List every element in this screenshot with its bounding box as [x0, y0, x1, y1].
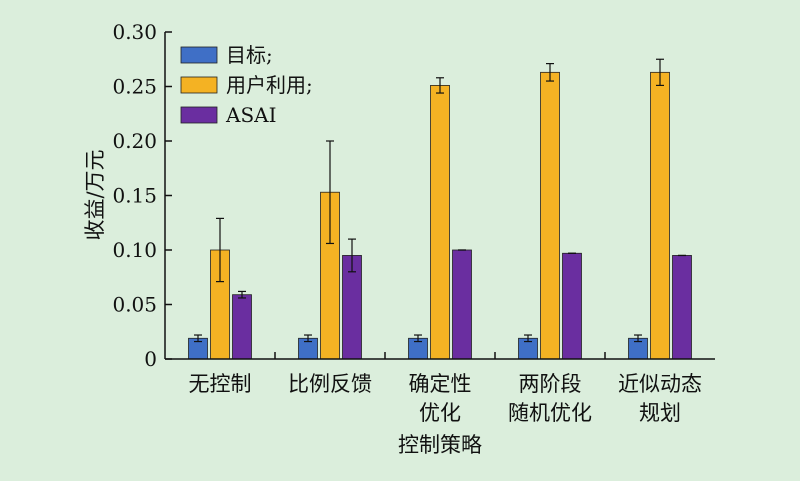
- bar: [430, 85, 450, 360]
- x-axis-label: 控制策略: [398, 433, 482, 457]
- y-tick-label: 0.05: [112, 293, 157, 317]
- legend-swatch: [180, 106, 218, 124]
- bar: [452, 249, 472, 360]
- x-tick-label: 随机优化: [508, 401, 592, 425]
- legend-swatch: [180, 46, 218, 64]
- y-tick-label: 0.25: [112, 75, 157, 99]
- legend-label: 用户利用;: [226, 73, 313, 97]
- legend-label: 目标;: [226, 43, 273, 67]
- y-tick-label: 0.15: [112, 184, 157, 208]
- bar: [562, 252, 582, 360]
- bar: [540, 71, 560, 360]
- bar: [672, 255, 692, 360]
- x-tick-label: 无控制: [189, 372, 252, 396]
- bar: [650, 71, 670, 360]
- x-tick-label: 规划: [639, 401, 681, 425]
- x-tick-label: 近似动态: [618, 372, 702, 396]
- x-tick-label: 确定性: [409, 372, 472, 396]
- y-tick-label: 0.20: [112, 129, 157, 153]
- y-tick-label: 0.10: [112, 238, 157, 262]
- x-tick-label: 优化: [419, 401, 461, 425]
- y-tick-label: 0.30: [112, 20, 157, 44]
- y-tick-label: 0: [144, 347, 157, 371]
- legend: 目标; 用户利用; ASAI: [180, 43, 313, 127]
- x-tick-label: 两阶段: [519, 372, 582, 396]
- plot-area: [188, 58, 692, 360]
- x-tick-label: 比例反馈: [288, 372, 372, 396]
- legend-label: ASAI: [225, 103, 277, 127]
- bar: [232, 294, 252, 360]
- y-axis-label: 收益/万元: [83, 149, 107, 240]
- legend-swatch: [180, 76, 218, 94]
